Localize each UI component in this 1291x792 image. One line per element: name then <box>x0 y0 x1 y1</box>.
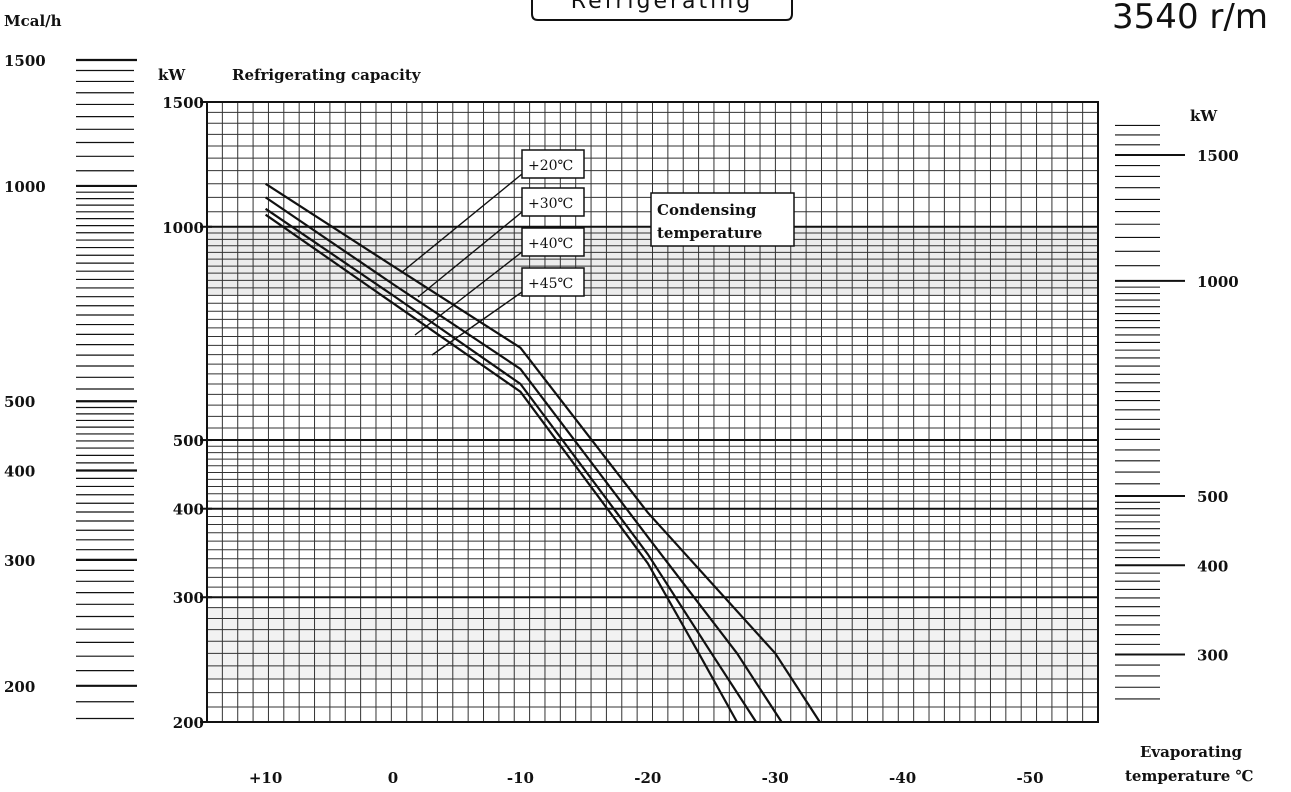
speed-label: 3540 r/m <box>1112 0 1268 37</box>
y-tick-label: 200 <box>173 714 204 732</box>
x-tick-label: +10 <box>249 769 282 787</box>
legend-item-box <box>521 227 585 257</box>
left-scale-label: 400 <box>4 463 35 481</box>
x-tick-label: -50 <box>1016 769 1043 787</box>
grid-lines <box>206 101 1099 723</box>
right-scale-ticks <box>1115 124 1185 700</box>
right-scale-label: 1500 <box>1197 147 1239 165</box>
y-tick-label: 1000 <box>162 219 204 237</box>
right-scale-kw: kW 300 400 500 1000 1500 <box>1115 107 1239 700</box>
right-scale-unit: kW <box>1190 107 1218 125</box>
right-scale-labels: 300 400 500 1000 1500 <box>1197 147 1239 665</box>
chart-title: Refrigerating capacity <box>232 66 422 84</box>
right-scale-label: 300 <box>1197 647 1228 665</box>
series-line <box>264 196 783 723</box>
series-line <box>265 182 821 723</box>
legend-title-line1: Condensing <box>657 201 757 219</box>
legend-leader-line <box>401 173 523 273</box>
x-axis-label-line2: temperature ℃ <box>1125 767 1254 785</box>
legend: +20℃ +30℃ +40℃ +45℃ <box>521 149 585 297</box>
legend-title-line2: temperature <box>657 224 762 242</box>
legend-item-box <box>521 149 585 179</box>
left-scale-label: 1000 <box>4 178 46 196</box>
left-scale-ticks <box>76 58 137 720</box>
y-tick-label: 1500 <box>162 94 204 112</box>
title-fragment: Refrigerating <box>571 0 753 14</box>
right-scale-label: 500 <box>1197 488 1228 506</box>
left-scale-label: 300 <box>4 552 35 570</box>
right-scale-label: 400 <box>1197 557 1228 575</box>
left-scale-unit: Mcal/h <box>4 12 62 30</box>
legend-leader-lines <box>401 173 523 356</box>
right-scale-label: 1000 <box>1197 273 1239 291</box>
x-tick-label: -20 <box>634 769 661 787</box>
title-box <box>531 0 793 21</box>
legend-leader-line <box>431 291 523 356</box>
x-tick-label: -40 <box>889 769 916 787</box>
left-scale-label: 200 <box>4 678 35 696</box>
plot-frame <box>206 101 1099 723</box>
legend-item-box <box>521 267 585 297</box>
left-scale-label: 1500 <box>4 52 46 70</box>
series-lines <box>264 182 821 723</box>
legend-item-box <box>521 187 585 217</box>
legend-item-label: +30℃ <box>528 196 573 212</box>
legend-item-label: +40℃ <box>528 236 573 252</box>
x-tick-label: -10 <box>507 769 534 787</box>
left-scale-labels: 200 300 400 500 1000 1500 <box>4 52 46 696</box>
header: Refrigerating 3540 r/m <box>531 0 1268 37</box>
x-axis-label-line1: Evaporating <box>1140 743 1243 761</box>
series-line <box>264 207 758 723</box>
series-line <box>264 213 738 723</box>
legend-item-label: +20℃ <box>528 158 573 174</box>
legend-item-label: +45℃ <box>528 276 573 292</box>
y-tick-label: 400 <box>173 501 204 519</box>
legend-leader-line <box>417 211 523 298</box>
legend-leader-line <box>414 251 523 336</box>
plot-area: kW Refrigerating capacity 200 300 400 500 10… <box>158 66 1099 787</box>
y-tick-label: 300 <box>173 589 204 607</box>
y-tick-label: 500 <box>173 432 204 450</box>
x-tick-label: 0 <box>388 769 398 787</box>
y-tick-labels: 200 300 400 500 1000 1500 <box>162 94 212 732</box>
left-scale-label: 500 <box>4 393 35 411</box>
legend-title-box: Condensing temperature <box>650 192 795 247</box>
left-scale-mcal: Mcal/h 200 300 400 500 1000 1500 <box>4 12 137 720</box>
x-tick-labels: +10 0 -10 -20 -30 -40 -50 <box>249 769 1044 787</box>
y-unit-label: kW <box>158 66 186 84</box>
x-tick-label: -30 <box>762 769 789 787</box>
